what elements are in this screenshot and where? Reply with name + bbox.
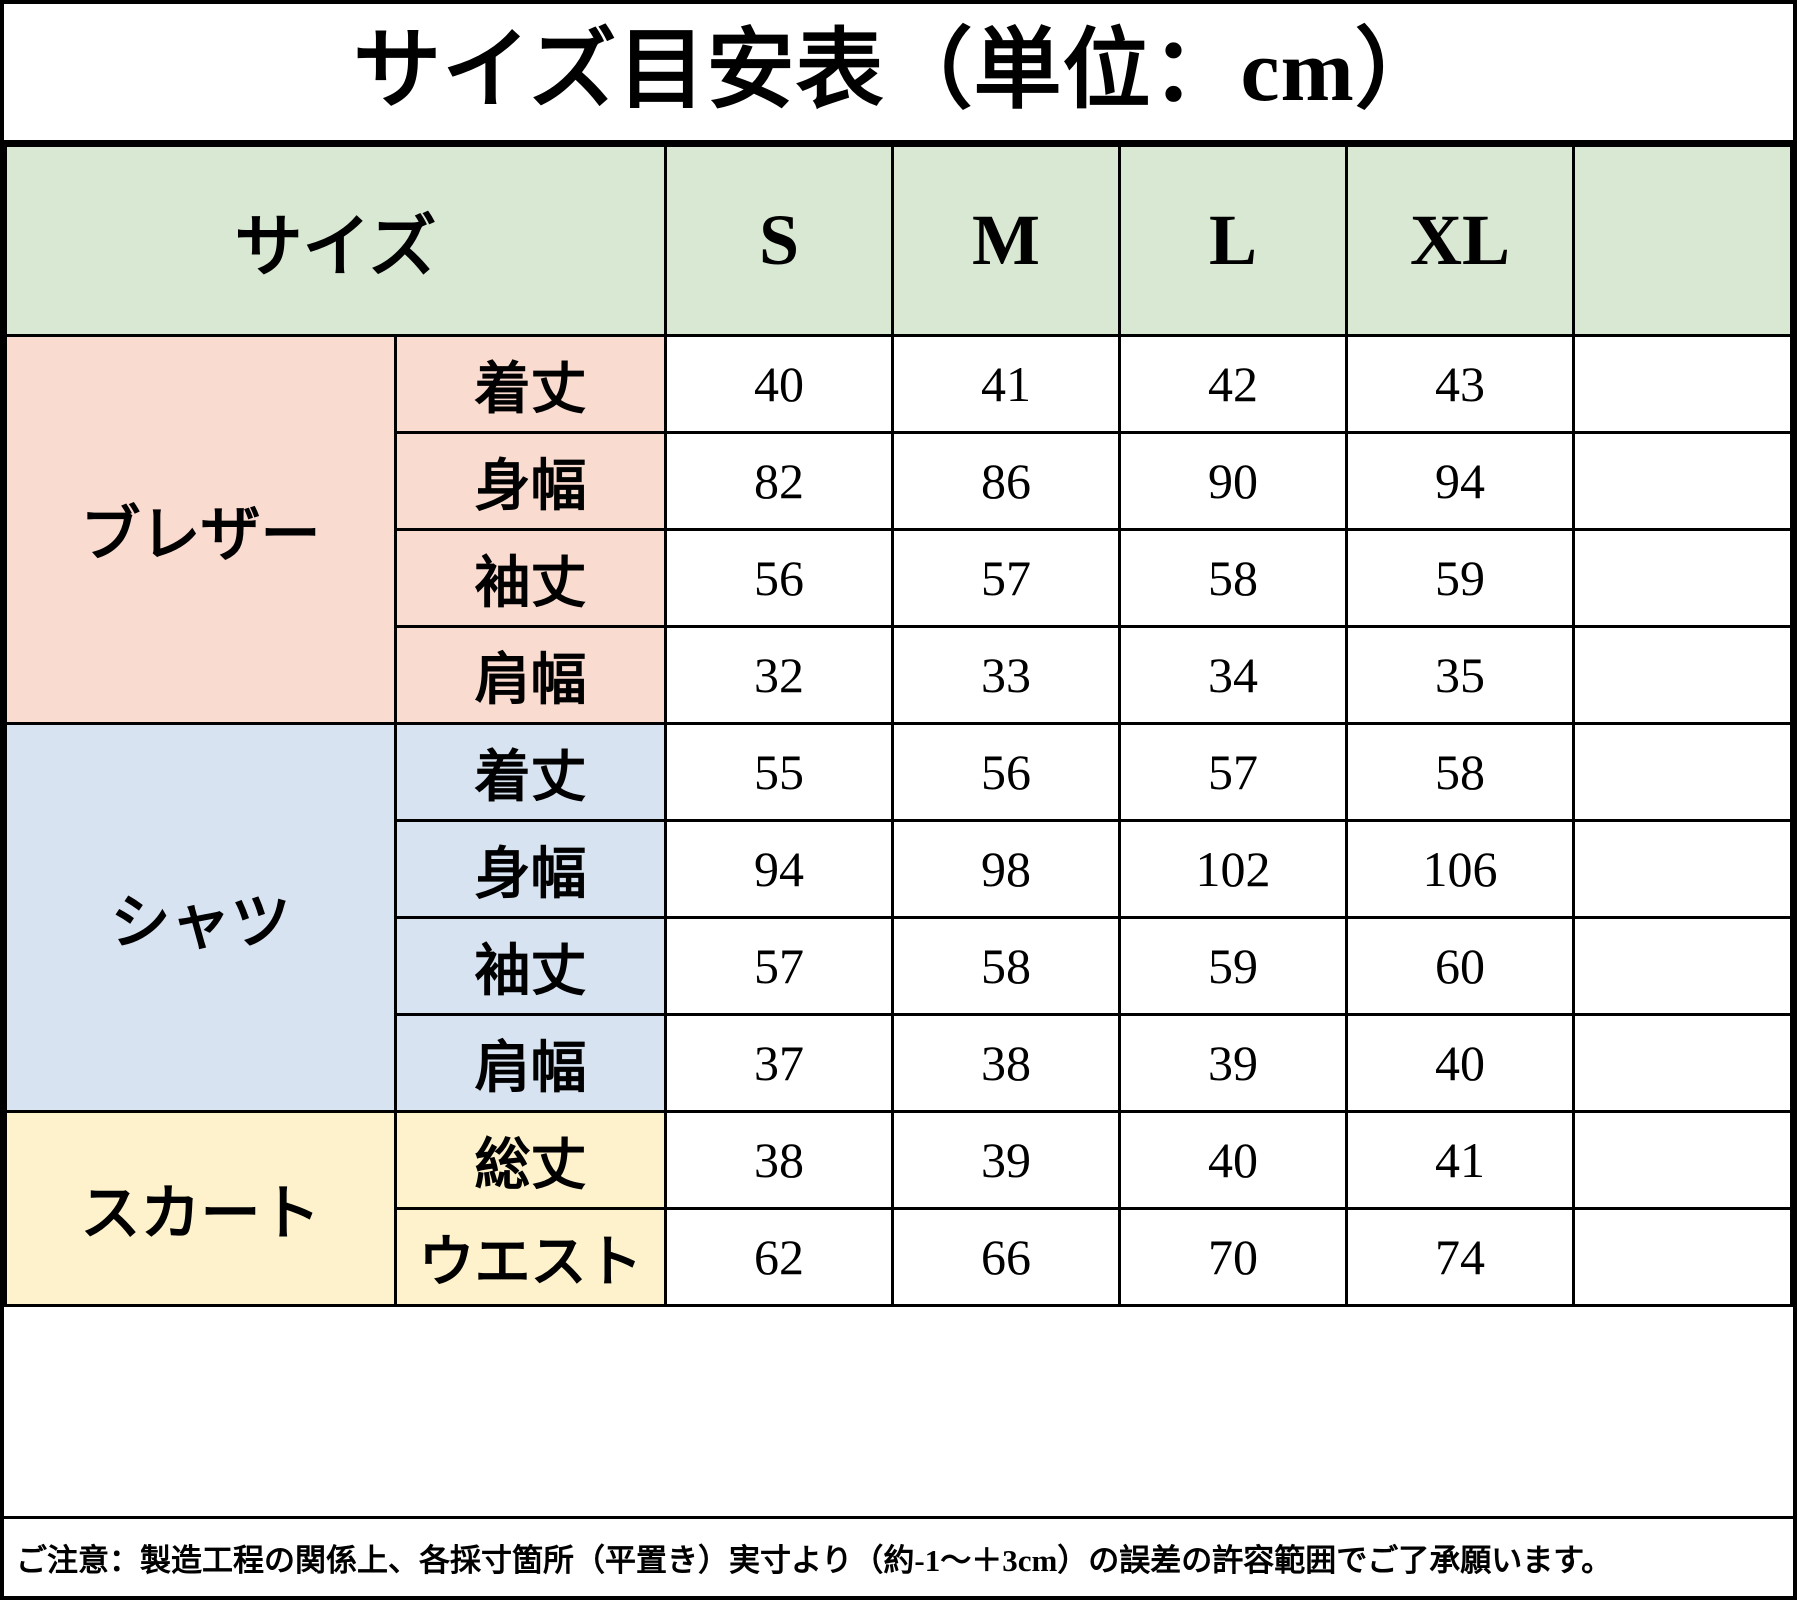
measure-label: ウエスト	[394, 1207, 667, 1307]
empty-cell	[1572, 1110, 1793, 1210]
size-value: 40	[664, 334, 894, 434]
size-header-row: サイズ S M L XL	[4, 144, 1793, 337]
size-value: 40	[1118, 1110, 1348, 1210]
table-row: 袖丈 57 58 59 60	[6, 916, 1793, 1016]
size-value: 59	[1345, 528, 1575, 628]
group-label-shirt: シャツ	[4, 722, 397, 1113]
size-value: 57	[891, 528, 1121, 628]
size-value: 59	[1118, 916, 1348, 1016]
size-value: 57	[664, 916, 894, 1016]
size-value: 60	[1345, 916, 1575, 1016]
measure-label: 着丈	[394, 722, 667, 822]
size-value: 37	[664, 1013, 894, 1113]
size-value: 56	[664, 528, 894, 628]
size-value: 90	[1118, 431, 1348, 531]
measure-label: 着丈	[394, 334, 667, 434]
size-value: 66	[891, 1207, 1121, 1307]
table-row: シャツ 着丈 55 56 57 58	[4, 722, 1793, 1113]
size-value: 41	[891, 334, 1121, 434]
size-value: 86	[891, 431, 1121, 531]
blank-area	[4, 1307, 1793, 1516]
measure-label: 身幅	[394, 431, 667, 531]
size-table: サイズ S M L XL ブレザー 着丈 40 41 42 43 身幅 82 8…	[4, 144, 1793, 1307]
table-row: スカート 総丈 38 39 40 41	[4, 1110, 1793, 1307]
measure-label: 肩幅	[394, 625, 667, 725]
disclaimer-note: ご注意：製造工程の関係上、各採寸箇所（平置き）実寸より（約-1～＋3cm）の誤差…	[16, 1543, 1613, 1578]
size-value: 56	[891, 722, 1121, 822]
size-value: 106	[1345, 819, 1575, 919]
chart-title: サイズ目安表（単位：cm）	[353, 23, 1444, 120]
size-value: 43	[1345, 334, 1575, 434]
col-header-xl: XL	[1345, 144, 1575, 337]
note-bar: ご注意：製造工程の関係上、各採寸箇所（平置き）実寸より（約-1～＋3cm）の誤差…	[4, 1516, 1793, 1596]
empty-cell	[1572, 528, 1793, 628]
size-corner-label: サイズ	[4, 144, 667, 337]
col-header-l: L	[1118, 144, 1348, 337]
size-value: 33	[891, 625, 1121, 725]
col-header-s: S	[664, 144, 894, 337]
empty-cell	[1572, 1207, 1793, 1307]
size-value: 94	[1345, 431, 1575, 531]
table-row: 身幅 82 86 90 94	[6, 431, 1793, 531]
measure-label: 袖丈	[394, 916, 667, 1016]
size-value: 42	[1118, 334, 1348, 434]
table-row: 身幅 94 98 102 106	[6, 819, 1793, 919]
table-row: 肩幅 32 33 34 35	[6, 625, 1793, 725]
size-value: 55	[664, 722, 894, 822]
size-value: 39	[891, 1110, 1121, 1210]
measure-label: 総丈	[394, 1110, 667, 1210]
size-value: 74	[1345, 1207, 1575, 1307]
table-row: 袖丈 56 57 58 59	[6, 528, 1793, 628]
size-value: 94	[664, 819, 894, 919]
measure-label: 身幅	[394, 819, 667, 919]
size-value: 35	[1345, 625, 1575, 725]
empty-cell	[1572, 1013, 1793, 1113]
size-value: 34	[1118, 625, 1348, 725]
size-value: 38	[891, 1013, 1121, 1113]
group-label-skirt: スカート	[4, 1110, 397, 1307]
size-value: 102	[1118, 819, 1348, 919]
empty-cell	[1572, 916, 1793, 1016]
empty-cell	[1572, 625, 1793, 725]
size-value: 70	[1118, 1207, 1348, 1307]
measure-label: 肩幅	[394, 1013, 667, 1113]
empty-header-cell	[1572, 144, 1793, 337]
empty-cell	[1572, 431, 1793, 531]
chart-title-bar: サイズ目安表（単位：cm）	[4, 4, 1793, 144]
size-value: 32	[664, 625, 894, 725]
size-value: 62	[664, 1207, 894, 1307]
size-value: 38	[664, 1110, 894, 1210]
measure-label: 袖丈	[394, 528, 667, 628]
size-value: 98	[891, 819, 1121, 919]
empty-cell	[1572, 334, 1793, 434]
size-value: 41	[1345, 1110, 1575, 1210]
size-value: 39	[1118, 1013, 1348, 1113]
group-label-blazer: ブレザー	[4, 334, 397, 725]
table-row: 肩幅 37 38 39 40	[6, 1013, 1793, 1113]
size-value: 40	[1345, 1013, 1575, 1113]
size-value: 58	[1118, 528, 1348, 628]
table-row: ブレザー 着丈 40 41 42 43	[4, 334, 1793, 725]
col-header-m: M	[891, 144, 1121, 337]
table-row: ウエスト 62 66 70 74	[6, 1207, 1793, 1307]
empty-cell	[1572, 722, 1793, 822]
empty-cell	[1572, 819, 1793, 919]
size-value: 82	[664, 431, 894, 531]
size-value: 57	[1118, 722, 1348, 822]
size-value: 58	[1345, 722, 1575, 822]
size-value: 58	[891, 916, 1121, 1016]
